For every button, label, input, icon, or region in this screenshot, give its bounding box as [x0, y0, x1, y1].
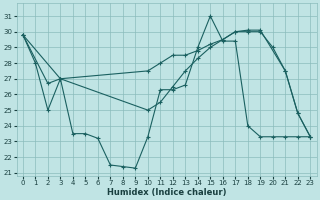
X-axis label: Humidex (Indice chaleur): Humidex (Indice chaleur) — [107, 188, 226, 197]
